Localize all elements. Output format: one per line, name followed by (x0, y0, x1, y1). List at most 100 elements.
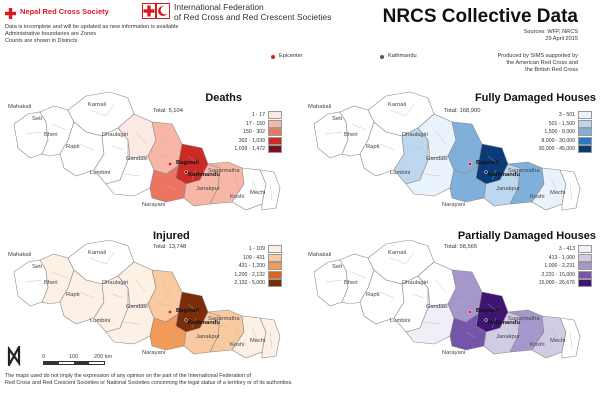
zone-label-koshi: Koshi (530, 342, 545, 348)
zone-mechi (559, 169, 581, 211)
zone-label-karnali: Karnali (388, 102, 406, 108)
legend-item: 3 - 413 (539, 245, 592, 254)
legend-label: 501 - 1,500 (548, 120, 575, 127)
scale-tick-0: 0 (42, 354, 46, 360)
map-total-deaths: Total: 5,104 (153, 108, 183, 114)
zone-label-narayani: Narayani (442, 202, 465, 208)
district-boundary (325, 279, 343, 283)
legend-swatch (578, 270, 592, 279)
district-boundary (465, 331, 477, 339)
source-text: Sources: WFP, NRCS (523, 29, 578, 35)
ifrc-name-line1: International Federation (174, 2, 264, 12)
district-boundary (233, 175, 241, 193)
district-boundary (533, 323, 541, 341)
zone-label-sagarmatha: Sagarmatha (208, 168, 240, 174)
scale-tick-100: 100 (69, 354, 79, 360)
north-label: N (2, 338, 3, 339)
scale-bar: 0 100 200 km (42, 350, 184, 365)
legend-label: 1,200 - 2,132 (234, 271, 265, 278)
zone-mechi (259, 169, 281, 211)
legend-label: 1,500 - 8,000 (544, 129, 575, 136)
produced-line3: the British Red Cross (525, 67, 578, 73)
district-boundary (165, 331, 177, 339)
legend-swatch (268, 270, 282, 279)
district-boundary (161, 283, 173, 299)
district-boundary (25, 131, 43, 135)
disclaimer-line1: The maps used do not imply the expressio… (5, 373, 252, 379)
district-boundary (569, 183, 573, 201)
zone-label-koshi: Koshi (230, 342, 245, 348)
source-date: 29 April 2015 (545, 36, 578, 42)
district-boundary (325, 131, 343, 135)
district-boundary (455, 153, 471, 159)
legend-deaths: 1 - 17 17 - 150 150 - 302 302 - 1,039 1,039 … (234, 111, 282, 154)
legend-item: 1,200 - 2,132 (234, 270, 282, 280)
district-boundary (251, 179, 259, 195)
zone-label-lumbini: Lumbini (390, 170, 410, 176)
district-boundary (465, 183, 477, 191)
district-boundary (411, 145, 425, 151)
legend-label: 413 - 1,000 (548, 254, 575, 261)
district-boundary (269, 183, 273, 201)
district-boundary (111, 145, 125, 151)
ifrc-name-line2: of Red Cross and Red Crescent Societies (174, 12, 332, 22)
zone-label-karnali: Karnali (388, 250, 406, 256)
zone-narayani (449, 313, 487, 351)
legend-item: 8,000 - 30,000 (539, 136, 592, 146)
ifrc-logo (142, 3, 170, 19)
district-boundary (213, 175, 229, 181)
scale-bar-graphic (43, 361, 105, 365)
district-boundary (25, 279, 43, 283)
district-boundary (513, 175, 529, 181)
zone-label-kathmandu: Kathmandu (188, 172, 220, 178)
legend-item: 150 - 302 (234, 128, 282, 137)
legend-swatch (268, 145, 282, 154)
legend-label: 3 - 501 (558, 112, 575, 119)
legend-swatch (268, 279, 282, 288)
zone-label-seti: Seti (32, 116, 42, 122)
legend-label: 302 - 1,039 (238, 137, 265, 144)
epicenter-marker (167, 309, 173, 315)
legend-item: 15,000 - 26,676 (539, 279, 592, 288)
zone-narayani (149, 313, 187, 351)
zone-label-bagmati: Bagmati (176, 160, 199, 166)
zone-label-janakpur: Janakpur (196, 186, 220, 192)
district-boundary (487, 303, 499, 313)
legend-item: 1 - 109 (234, 245, 282, 254)
district-boundary (155, 301, 171, 307)
district-boundary (491, 169, 497, 181)
zone-label-gandaki: Gandaki (426, 304, 448, 310)
zone-label-kathmandu: Kathmandu (488, 172, 520, 178)
legend-label: 8,000 - 30,000 (541, 137, 575, 144)
district-boundary (389, 109, 407, 117)
legend-label: 109 - 431 (243, 254, 265, 261)
district-boundary (155, 153, 171, 159)
zone-label-koshi: Koshi (530, 194, 545, 200)
legend-label: 1 - 109 (248, 246, 265, 253)
zone-label-kathmandu: Kathmandu (488, 320, 520, 326)
legend-item: 3 - 501 (539, 111, 592, 120)
map-title-fully-damaged: Fully Damaged Houses (474, 92, 596, 104)
district-boundary (423, 173, 441, 177)
district-boundary (111, 293, 125, 299)
north-arrow-icon (7, 342, 21, 370)
zone-label-sagarmatha: Sagarmatha (208, 316, 240, 322)
disclaimer-line2: Red Cross and Red Crescent Societies or … (5, 380, 293, 386)
zone-label-lumbini: Lumbini (390, 318, 410, 324)
legend-item: 501 - 1,500 (539, 119, 592, 129)
legend-swatch (578, 119, 592, 128)
legend-swatch (578, 262, 592, 271)
kathmandu-marker (184, 170, 188, 174)
zone-label-narayani: Narayani (442, 350, 465, 356)
zone-label-mahakali: Mahakali (308, 104, 331, 110)
legend-item: 1,039 - 1,472 (234, 145, 282, 154)
page-title: NRCS Collective Data (382, 6, 578, 27)
zone-label-dhaulagiri: Dhaulagiri (102, 132, 128, 138)
north-arrow (6, 342, 22, 371)
legend-label: 431 - 1,200 (238, 263, 265, 270)
legend-injured: 1 - 109 109 - 431 431 - 1,200 1,200 - 2,132… (234, 245, 282, 288)
district-boundary (105, 103, 115, 117)
